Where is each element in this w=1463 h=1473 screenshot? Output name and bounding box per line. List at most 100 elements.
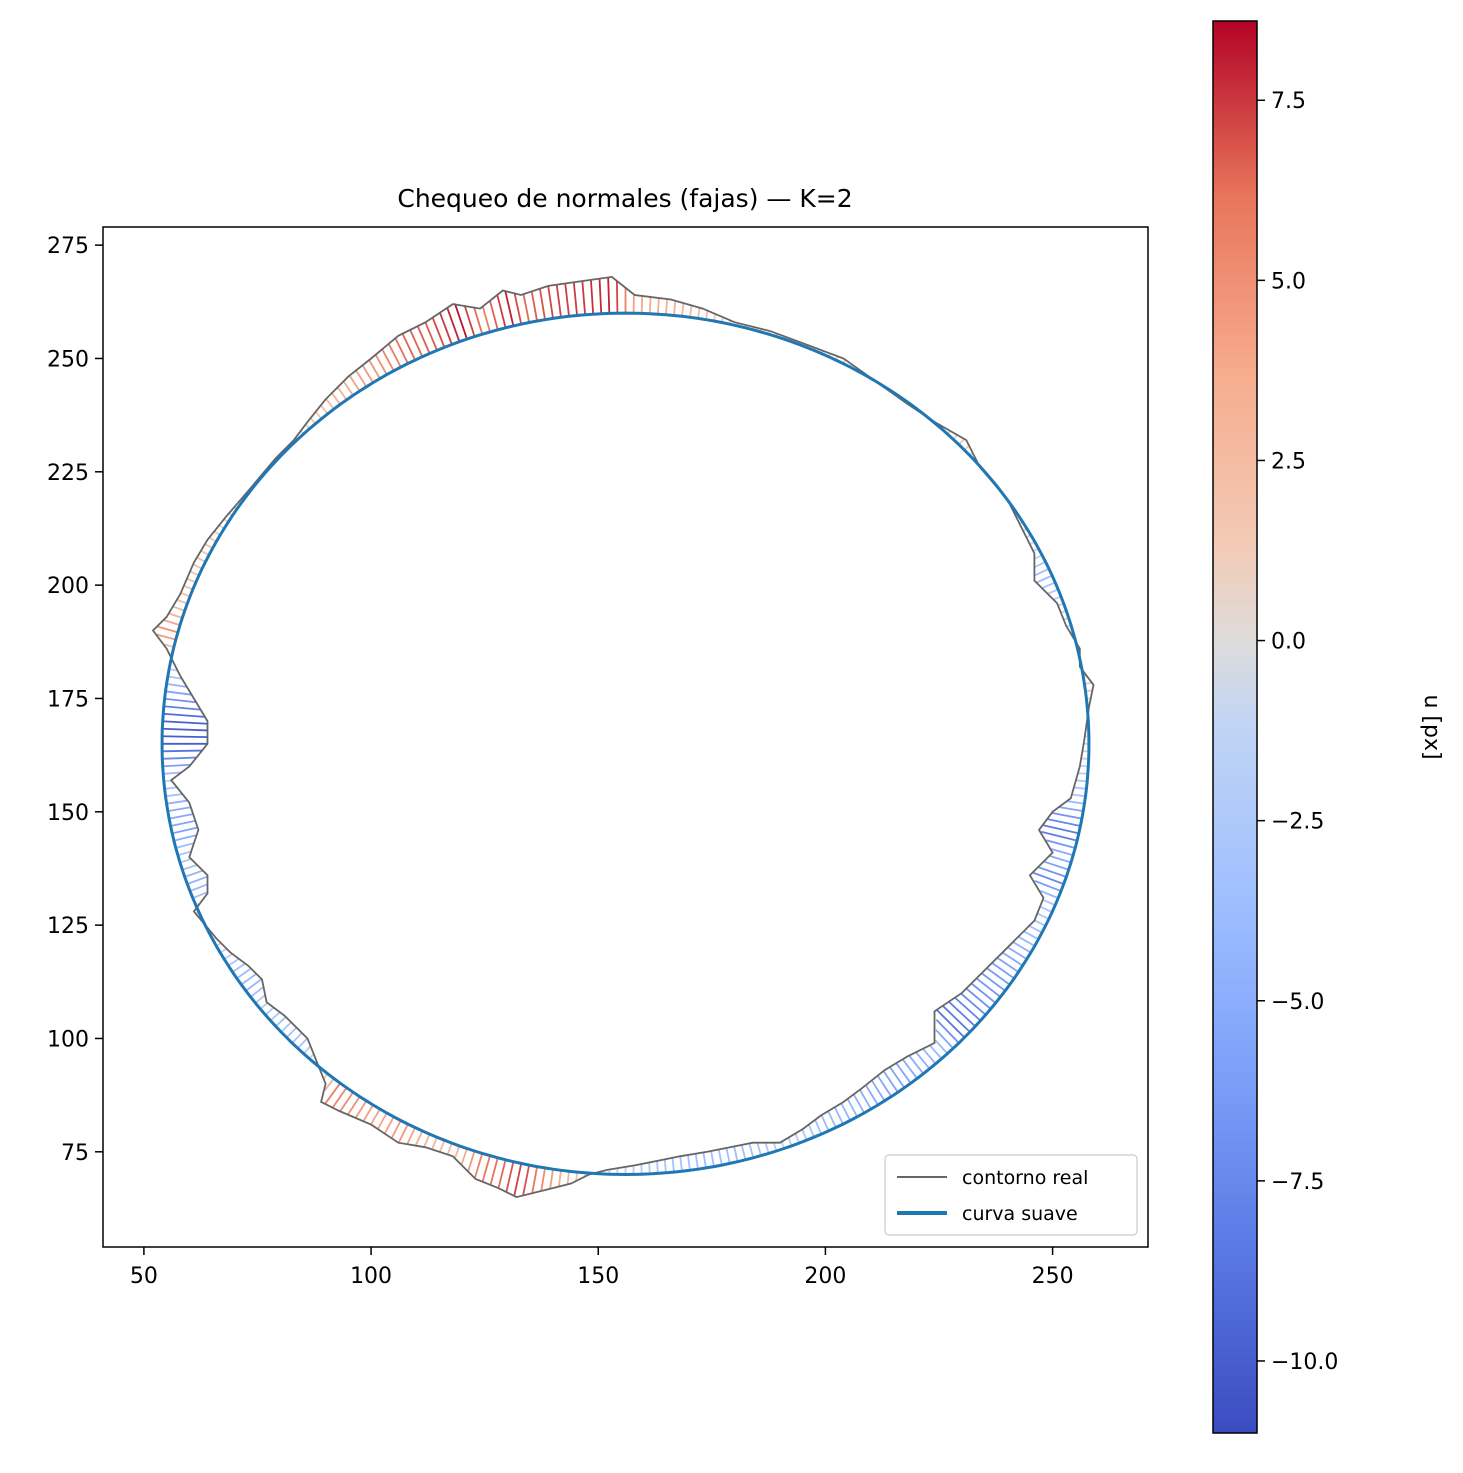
normal-strip bbox=[336, 386, 348, 401]
normal-strip bbox=[291, 1032, 303, 1044]
normal-strip bbox=[184, 869, 204, 878]
normal-strip bbox=[1037, 912, 1050, 920]
normal-strip bbox=[175, 842, 194, 849]
colorbar-tick-label: 0.0 bbox=[1271, 630, 1306, 655]
normal-strip bbox=[454, 303, 468, 340]
normal-strip bbox=[446, 1142, 453, 1156]
normal-strip bbox=[275, 1016, 287, 1028]
normal-strip bbox=[361, 364, 374, 384]
normal-strip bbox=[172, 605, 186, 612]
normal-strip bbox=[540, 1167, 546, 1192]
normal-strip bbox=[362, 1104, 374, 1123]
normal-strip bbox=[564, 283, 570, 317]
normal-strip bbox=[481, 1155, 491, 1183]
normal-strip bbox=[954, 996, 982, 1022]
normal-strip bbox=[431, 1136, 438, 1150]
normal-strip bbox=[414, 1130, 424, 1147]
normal-strip bbox=[679, 1156, 683, 1172]
x-tick-label: 150 bbox=[577, 1264, 619, 1289]
colorbar-tick-label: 7.5 bbox=[1271, 89, 1306, 114]
legend-label-contorno-real: contorno real bbox=[962, 1167, 1088, 1189]
normal-strip bbox=[227, 957, 240, 967]
normal-strip bbox=[901, 1058, 918, 1080]
normal-strip bbox=[467, 1150, 476, 1172]
colorbar-tick-label: 5.0 bbox=[1271, 269, 1306, 294]
normal-strip bbox=[1073, 786, 1087, 790]
normal-strip bbox=[710, 1150, 715, 1167]
normal-strip bbox=[259, 1002, 269, 1010]
normal-strip bbox=[165, 793, 183, 798]
normal-strip bbox=[245, 978, 262, 992]
normal-strip bbox=[882, 1070, 899, 1093]
y-tick-label: 225 bbox=[47, 461, 89, 486]
normal-strip bbox=[163, 643, 175, 648]
normal-strip bbox=[702, 1152, 707, 1169]
normal-strip bbox=[717, 1149, 723, 1166]
normal-strip bbox=[376, 1112, 388, 1130]
normal-strip bbox=[1046, 839, 1076, 849]
x-tick-label: 250 bbox=[1032, 1264, 1074, 1289]
normal-strip bbox=[598, 278, 603, 314]
normal-strip bbox=[314, 411, 323, 420]
normal-strip bbox=[725, 1147, 731, 1164]
normal-strip bbox=[431, 317, 446, 348]
normal-strip bbox=[1048, 854, 1072, 864]
normal-strip bbox=[162, 720, 208, 725]
normal-strip bbox=[236, 967, 252, 980]
y-tick-label: 250 bbox=[47, 347, 89, 372]
normal-strip bbox=[348, 375, 361, 392]
legend-label-curva-suave: curva suave bbox=[962, 1203, 1078, 1225]
normal-strip bbox=[801, 1129, 808, 1141]
normal-strip bbox=[513, 1163, 523, 1197]
x-tick-label: 100 bbox=[350, 1264, 392, 1289]
colorbar-tick-label: 2.5 bbox=[1271, 449, 1306, 474]
normal-strip bbox=[840, 1103, 851, 1121]
normal-strip bbox=[196, 556, 206, 563]
normal-strip bbox=[656, 1160, 659, 1174]
normal-strip bbox=[733, 1146, 739, 1162]
normal-strip bbox=[1034, 919, 1046, 927]
normal-strip bbox=[908, 1054, 925, 1075]
normal-strip bbox=[922, 1048, 937, 1065]
normal-strip bbox=[970, 982, 997, 1004]
normal-strip bbox=[740, 1144, 747, 1161]
normal-strip bbox=[1001, 951, 1024, 967]
normal-strip bbox=[607, 277, 611, 314]
normal-strip bbox=[409, 329, 424, 358]
normal-strip bbox=[179, 858, 192, 864]
normal-strip bbox=[581, 280, 587, 315]
normal-strip bbox=[504, 290, 515, 327]
normal-strip bbox=[189, 570, 200, 577]
normal-strip bbox=[285, 1027, 297, 1039]
y-tick-label: 125 bbox=[47, 914, 89, 939]
normal-strip bbox=[1035, 574, 1053, 584]
normal-strip bbox=[167, 806, 191, 813]
normal-strip bbox=[387, 343, 402, 368]
normal-strip bbox=[463, 304, 476, 337]
normal-strip bbox=[991, 962, 1015, 980]
normal-strip bbox=[163, 705, 201, 711]
normal-strip bbox=[1039, 905, 1053, 913]
normal-strip bbox=[557, 1170, 562, 1187]
normal-strip bbox=[183, 584, 194, 591]
normal-strip bbox=[162, 727, 208, 732]
normal-strip bbox=[240, 972, 257, 986]
colorbar-tick-label: −5.0 bbox=[1271, 990, 1324, 1015]
normal-strip bbox=[424, 321, 438, 351]
colorbar-tick-label: −10.0 bbox=[1271, 1350, 1338, 1375]
normal-strip bbox=[1058, 806, 1084, 813]
normal-strip bbox=[889, 1066, 906, 1089]
normal-strip bbox=[976, 977, 1001, 998]
normal-strip bbox=[264, 1006, 275, 1016]
normal-strip bbox=[935, 1008, 966, 1039]
normal-strip bbox=[590, 279, 595, 315]
normal-strip bbox=[965, 987, 992, 1010]
normal-strip bbox=[164, 697, 196, 704]
normal-strip bbox=[794, 1133, 800, 1144]
normal-strip bbox=[165, 690, 192, 696]
normal-strip bbox=[171, 826, 198, 835]
normal-strip bbox=[681, 302, 685, 317]
normal-strip bbox=[481, 306, 491, 333]
normal-strip bbox=[1051, 811, 1083, 820]
normal-strip bbox=[223, 953, 234, 960]
